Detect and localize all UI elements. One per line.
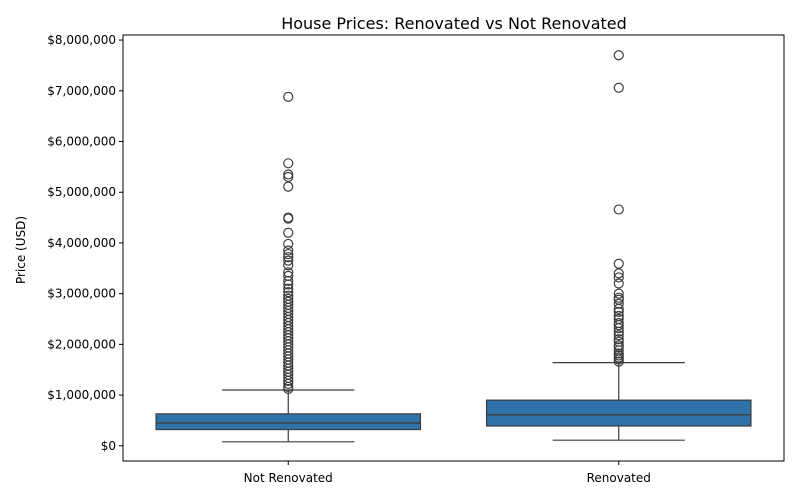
- outlier-point: [613, 356, 624, 367]
- outlier-point: [283, 287, 294, 298]
- outlier-point: [613, 319, 624, 331]
- box-series: [155, 50, 752, 443]
- outlier-point: [613, 326, 624, 337]
- outlier-point: [283, 238, 294, 250]
- y-tick-label: $0: [101, 439, 116, 453]
- outlier-point: [283, 383, 294, 395]
- outlier-point: [613, 204, 624, 215]
- outlier-point: [283, 283, 294, 294]
- y-tick-label: $1,000,000: [47, 388, 116, 402]
- y-tick-label: $8,000,000: [47, 33, 116, 47]
- outlier-point: [613, 323, 624, 334]
- y-tick-label: $2,000,000: [47, 337, 116, 351]
- y-axis-ticks: $0 $1,000,000 $2,000,000 $3,000,000 $4,000,0…: [47, 33, 123, 453]
- box-group: [155, 91, 422, 443]
- outlier-point: [283, 275, 294, 287]
- outlier-point: [283, 91, 294, 102]
- outlier-point: [283, 181, 294, 192]
- y-tick-label: $6,000,000: [47, 135, 116, 149]
- outlier-point: [613, 330, 624, 341]
- x-tick-label: Renovated: [587, 471, 651, 485]
- box-iqr: [485, 399, 752, 427]
- outlier-point: [613, 306, 624, 317]
- outlier-point: [613, 82, 624, 93]
- outlier-point: [283, 158, 294, 169]
- outlier-point: [613, 288, 624, 299]
- outlier-point: [613, 342, 624, 353]
- outlier-point: [613, 258, 624, 269]
- y-tick-label: $7,000,000: [47, 84, 116, 98]
- outlier-point: [283, 375, 294, 386]
- outlier-point: [283, 227, 294, 238]
- outlier-point: [613, 298, 624, 309]
- outlier-point: [283, 213, 294, 224]
- outlier-point: [283, 248, 294, 260]
- outlier-point: [283, 255, 294, 266]
- chart-title: House Prices: Renovated vs Not Renovated: [281, 14, 627, 33]
- x-tick-label: Not Renovated: [244, 471, 333, 485]
- outlier-point: [283, 279, 294, 290]
- outlier-point: [613, 303, 624, 314]
- outlier-point: [613, 50, 624, 61]
- box-iqr: [155, 413, 422, 431]
- outlier-point: [283, 260, 294, 271]
- y-axis-label: Price (USD): [14, 216, 28, 284]
- outlier-point: [613, 278, 624, 289]
- outlier-point: [283, 171, 294, 183]
- outlier-point: [613, 334, 624, 345]
- outlier-point: [283, 245, 294, 256]
- y-tick-label: $5,000,000: [47, 185, 116, 199]
- y-tick-label: $3,000,000: [47, 287, 116, 301]
- outlier-point: [613, 268, 624, 279]
- box-group: [485, 50, 752, 441]
- outlier-point: [613, 272, 624, 283]
- outlier-point: [283, 252, 294, 263]
- outlier-point: [283, 378, 294, 390]
- plot-frame: [122, 34, 785, 462]
- y-tick-label: $4,000,000: [47, 236, 116, 250]
- x-axis-ticks: Not Renovated Renovated: [244, 461, 651, 485]
- outlier-point: [283, 169, 294, 180]
